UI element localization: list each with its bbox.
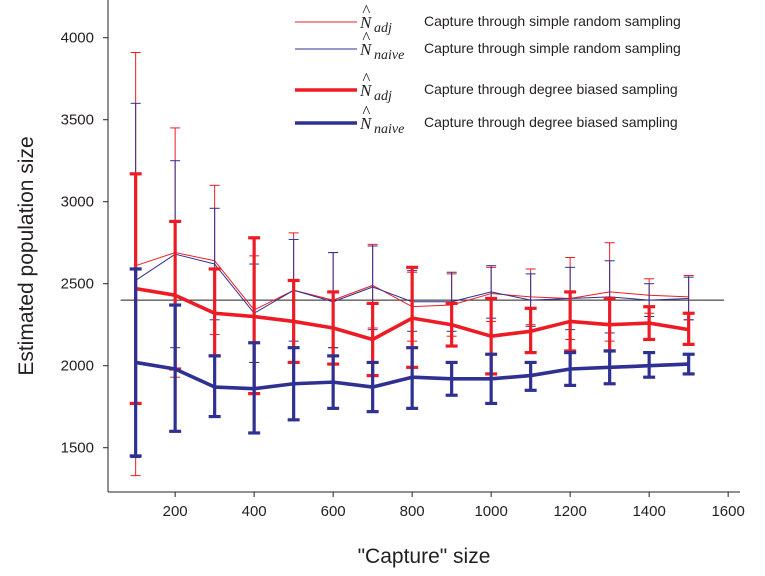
x-tick-label: 800 xyxy=(400,503,425,520)
y-axis-title: Estimated population size xyxy=(15,136,38,375)
legend-subscript: naive xyxy=(374,122,404,137)
legend-subscript: naive xyxy=(374,48,404,63)
legend-label: Capture through degree biased sampling xyxy=(424,81,678,97)
y-tick-label: 2500 xyxy=(61,276,94,293)
legend-symbol: N xyxy=(359,81,373,100)
legend-symbol: N xyxy=(359,114,373,133)
legend-item: N^naive Capture through degree biased sam… xyxy=(295,102,678,137)
legend-label: Capture through simple random sampling xyxy=(424,40,681,56)
legend-item: N^adj Capture through degree biased sampl… xyxy=(295,69,678,104)
series-4 xyxy=(129,267,695,458)
y-tick-label: 1500 xyxy=(61,440,94,457)
x-axis-title: "Capture" size xyxy=(358,545,491,568)
x-tick-label: 600 xyxy=(321,503,346,520)
ticks-group: 200 400 600 800 1000 1200 1400 1600 1500 2000 2500… xyxy=(61,30,745,520)
legend-label: Capture through simple random sampling xyxy=(424,13,681,29)
series-line xyxy=(135,286,689,342)
x-tick-label: 1600 xyxy=(711,503,744,520)
y-tick-label: 3500 xyxy=(61,112,94,129)
legend-item: N^adj Capture through simple random sampl… xyxy=(295,1,681,36)
legend-hat: ^ xyxy=(362,102,371,121)
legend-symbol: N xyxy=(359,40,373,59)
x-tick-label: 400 xyxy=(242,503,267,520)
legend: N^adj Capture through simple random sampl… xyxy=(295,1,681,137)
x-tick-label: 1200 xyxy=(553,503,586,520)
series-group xyxy=(129,51,695,477)
y-tick-label: 3000 xyxy=(61,194,94,211)
axes-group xyxy=(107,0,740,493)
legend-subscript: adj xyxy=(374,89,392,104)
legend-subscript: adj xyxy=(374,21,392,36)
legend-symbol: N xyxy=(359,13,373,32)
legend-label: Capture through degree biased sampling xyxy=(424,114,678,130)
y-tick-label: 4000 xyxy=(61,30,94,47)
legend-hat: ^ xyxy=(362,28,371,47)
y-tick-label: 2000 xyxy=(61,358,94,375)
series-line xyxy=(135,360,689,391)
legend-item: N^naive Capture through simple random sam… xyxy=(295,28,681,63)
x-tick-label: 200 xyxy=(163,503,188,520)
legend-hat: ^ xyxy=(362,1,371,20)
x-tick-label: 1000 xyxy=(474,503,507,520)
legend-hat: ^ xyxy=(362,69,371,88)
x-tick-label: 1400 xyxy=(632,503,665,520)
